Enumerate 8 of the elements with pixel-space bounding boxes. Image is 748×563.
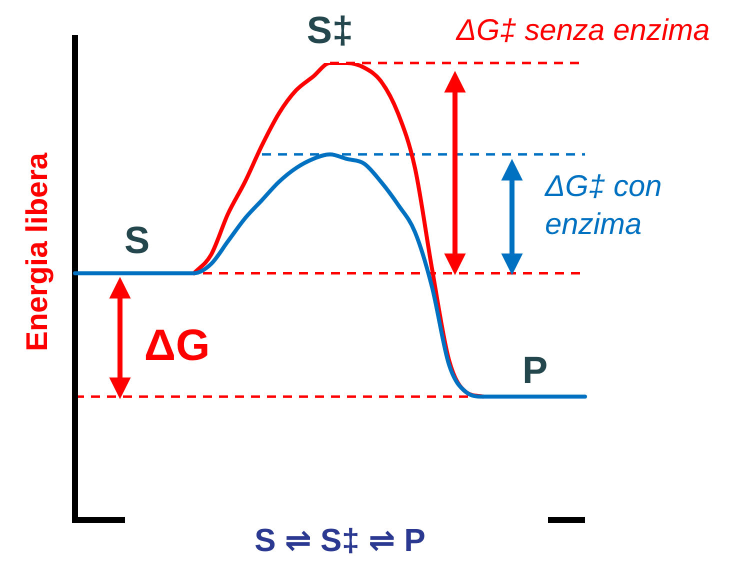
annotation: ΔG‡ con enzima: [545, 169, 663, 242]
y-axis-title: Energia libera: [21, 152, 55, 352]
text: ΔG‡ senza enzima: [454, 13, 711, 49]
annotation: P: [521, 349, 549, 394]
annotation: ΔG: [143, 320, 211, 372]
text: S ⇌ S‡ ⇌ P: [253, 521, 426, 560]
annotation: S: [123, 219, 151, 264]
text: S‡: [306, 9, 354, 54]
